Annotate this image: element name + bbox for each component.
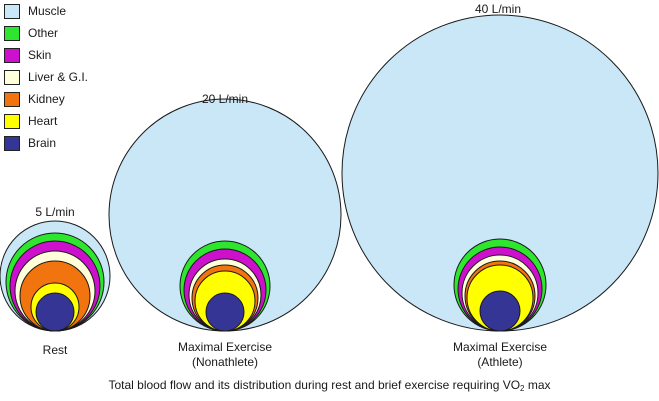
caption-subscript: 2: [520, 384, 525, 393]
nonathlete-label-line1: Maximal Exercise: [177, 340, 273, 354]
athlete-label-line1: Maximal Exercise: [452, 340, 548, 354]
caption-suffix: max: [524, 378, 551, 392]
nonathlete-label-line2: (Nonathlete): [191, 355, 259, 369]
nonathlete-brain-circle: [205, 292, 245, 332]
circle-group-rest: [0, 220, 111, 332]
rest-brain-circle: [35, 292, 75, 332]
legend-swatch-brain: [4, 136, 20, 151]
athlete-label: Maximal Exercise (Athlete): [425, 340, 575, 370]
legend-swatch-other: [4, 26, 20, 41]
legend-label-muscle: Muscle: [28, 4, 67, 18]
athlete-label-line2: (Athlete): [477, 355, 523, 369]
legend-label-liver-gi: Liver & G.I.: [28, 70, 89, 84]
legend-swatch-heart: [4, 114, 20, 129]
circle-group-athlete: [341, 14, 659, 332]
nonathlete-label: Maximal Exercise (Nonathlete): [150, 340, 300, 370]
athlete-flow-label: 40 L/min: [474, 2, 522, 16]
legend-label-skin: Skin: [28, 48, 52, 62]
athlete-brain-circle: [479, 290, 521, 332]
legend-label-other: Other: [28, 26, 59, 40]
legend-swatch-skin: [4, 48, 20, 63]
caption-text: Total blood flow and its distribution du…: [108, 378, 521, 392]
legend-swatch-liver-gi: [4, 70, 20, 85]
legend-label-brain: Brain: [28, 136, 57, 150]
legend-label-heart: Heart: [28, 114, 58, 128]
legend-swatch-muscle: [4, 4, 20, 19]
legend-label-kidney: Kidney: [28, 92, 65, 106]
circle-group-nonathlete: [108, 98, 342, 332]
rest-flow-label: 5 L/min: [35, 205, 75, 219]
nonathlete-flow-label: 20 L/min: [201, 92, 249, 106]
rest-label: Rest: [42, 343, 68, 357]
legend-swatch-kidney: [4, 92, 20, 107]
figure-caption: Total blood flow and its distribution du…: [0, 378, 659, 393]
